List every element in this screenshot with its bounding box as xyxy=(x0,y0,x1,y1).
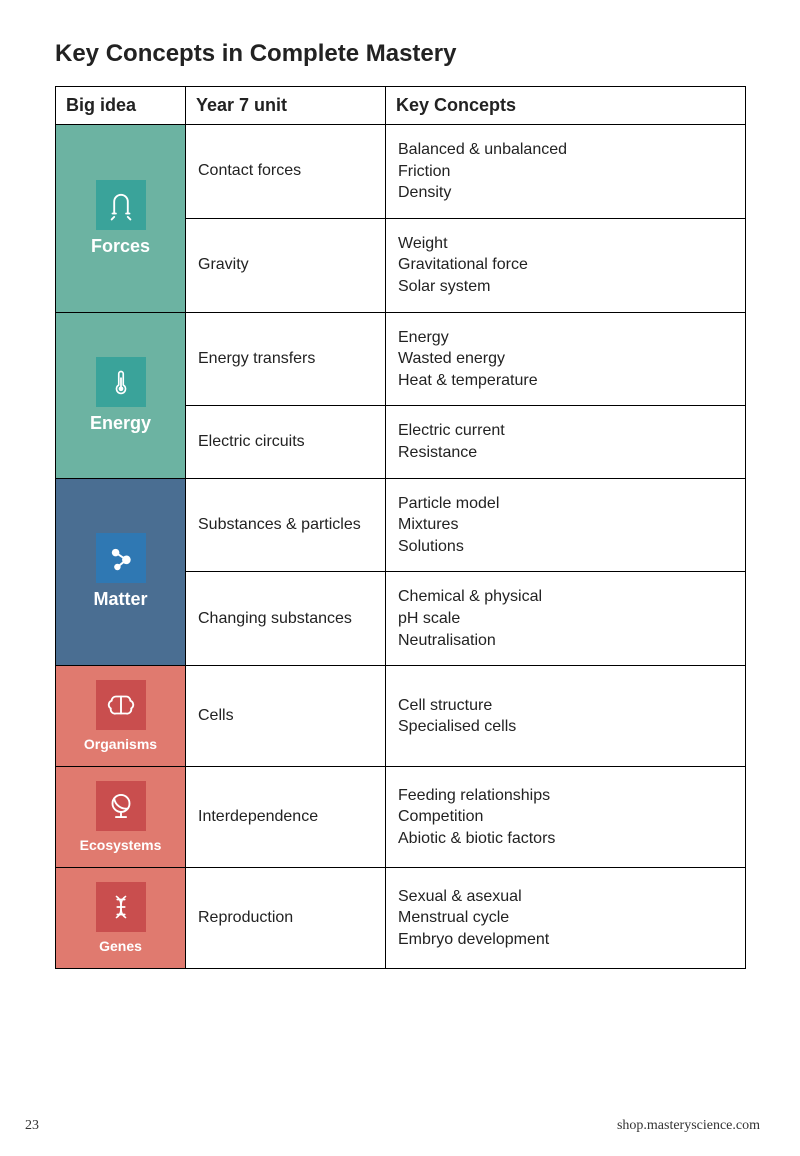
page-title: Key Concepts in Complete Mastery xyxy=(55,40,745,68)
bigidea-label: Forces xyxy=(91,236,150,257)
concepts-cell: Electric currentResistance xyxy=(386,406,746,478)
concept-line: Sexual & asexual xyxy=(398,886,733,908)
magnet-icon xyxy=(96,180,146,230)
concept-line: Neutralisation xyxy=(398,630,733,652)
concept-line: pH scale xyxy=(398,608,733,630)
table-row: ForcesContact forcesBalanced & unbalance… xyxy=(56,125,746,219)
concept-line: Heat & temperature xyxy=(398,370,733,392)
concept-line: Cell structure xyxy=(398,695,733,717)
unit-cell: Energy transfers xyxy=(186,312,386,406)
concept-line: Menstrual cycle xyxy=(398,907,733,929)
concept-line: Friction xyxy=(398,161,733,183)
concepts-cell: Chemical & physicalpH scaleNeutralisatio… xyxy=(386,572,746,666)
brain-icon xyxy=(96,680,146,730)
footer-url: shop.masteryscience.com xyxy=(617,1118,760,1134)
page: Key Concepts in Complete Mastery Big ide… xyxy=(0,0,800,1156)
unit-cell: Interdependence xyxy=(186,767,386,868)
page-footer: 23 shop.masteryscience.com xyxy=(25,1118,760,1134)
bigidea-cell-organisms: Organisms xyxy=(56,666,186,767)
concept-line: Abiotic & biotic factors xyxy=(398,828,733,850)
concept-line: Competition xyxy=(398,806,733,828)
concept-line: Electric current xyxy=(398,420,733,442)
concept-line: Specialised cells xyxy=(398,716,733,738)
unit-cell: Changing substances xyxy=(186,572,386,666)
unit-cell: Reproduction xyxy=(186,868,386,969)
unit-cell: Substances & particles xyxy=(186,478,386,572)
unit-cell: Electric circuits xyxy=(186,406,386,478)
bigidea-label: Energy xyxy=(90,413,151,434)
concept-line: Chemical & physical xyxy=(398,586,733,608)
concept-line: Solar system xyxy=(398,276,733,298)
table-body: ForcesContact forcesBalanced & unbalance… xyxy=(56,125,746,969)
dna-icon xyxy=(96,882,146,932)
bigidea-label: Genes xyxy=(99,938,142,954)
concept-line: Embryo development xyxy=(398,929,733,951)
header-bigidea: Big idea xyxy=(56,87,186,125)
concepts-cell: Feeding relationshipsCompetitionAbiotic … xyxy=(386,767,746,868)
concepts-cell: EnergyWasted energyHeat & temperature xyxy=(386,312,746,406)
table-row: GenesReproductionSexual & asexualMenstru… xyxy=(56,868,746,969)
concept-line: Balanced & unbalanced xyxy=(398,139,733,161)
concept-line: Density xyxy=(398,182,733,204)
concepts-cell: Balanced & unbalancedFrictionDensity xyxy=(386,125,746,219)
bigidea-label: Ecosystems xyxy=(80,837,162,853)
bigidea-cell-energy: Energy xyxy=(56,312,186,478)
unit-cell: Cells xyxy=(186,666,386,767)
globe-icon xyxy=(96,781,146,831)
concept-line: Particle model xyxy=(398,493,733,515)
thermometer-icon xyxy=(96,357,146,407)
concepts-table: Big idea Year 7 unit Key Concepts Forces… xyxy=(55,86,746,969)
concept-line: Weight xyxy=(398,233,733,255)
bigidea-cell-forces: Forces xyxy=(56,125,186,313)
concepts-cell: Cell structureSpecialised cells xyxy=(386,666,746,767)
bigidea-cell-ecosystems: Ecosystems xyxy=(56,767,186,868)
concept-line: Gravitational force xyxy=(398,254,733,276)
concept-line: Wasted energy xyxy=(398,348,733,370)
table-header-row: Big idea Year 7 unit Key Concepts xyxy=(56,87,746,125)
concept-line: Feeding relationships xyxy=(398,785,733,807)
bigidea-cell-genes: Genes xyxy=(56,868,186,969)
header-concepts: Key Concepts xyxy=(386,87,746,125)
concepts-cell: Particle modelMixturesSolutions xyxy=(386,478,746,572)
concept-line: Resistance xyxy=(398,442,733,464)
unit-cell: Contact forces xyxy=(186,125,386,219)
header-unit: Year 7 unit xyxy=(186,87,386,125)
bigidea-label: Matter xyxy=(93,589,147,610)
molecule-icon xyxy=(96,533,146,583)
unit-cell: Gravity xyxy=(186,218,386,312)
bigidea-label: Organisms xyxy=(84,736,157,752)
concepts-cell: Sexual & asexualMenstrual cycleEmbryo de… xyxy=(386,868,746,969)
concepts-cell: WeightGravitational forceSolar system xyxy=(386,218,746,312)
table-row: EcosystemsInterdependenceFeeding relatio… xyxy=(56,767,746,868)
bigidea-cell-matter: Matter xyxy=(56,478,186,666)
page-number: 23 xyxy=(25,1118,39,1134)
table-row: MatterSubstances & particlesParticle mod… xyxy=(56,478,746,572)
concept-line: Energy xyxy=(398,327,733,349)
concept-line: Solutions xyxy=(398,536,733,558)
table-row: OrganismsCellsCell structureSpecialised … xyxy=(56,666,746,767)
table-row: Energy Energy transfersEnergyWasted energ… xyxy=(56,312,746,406)
concept-line: Mixtures xyxy=(398,514,733,536)
